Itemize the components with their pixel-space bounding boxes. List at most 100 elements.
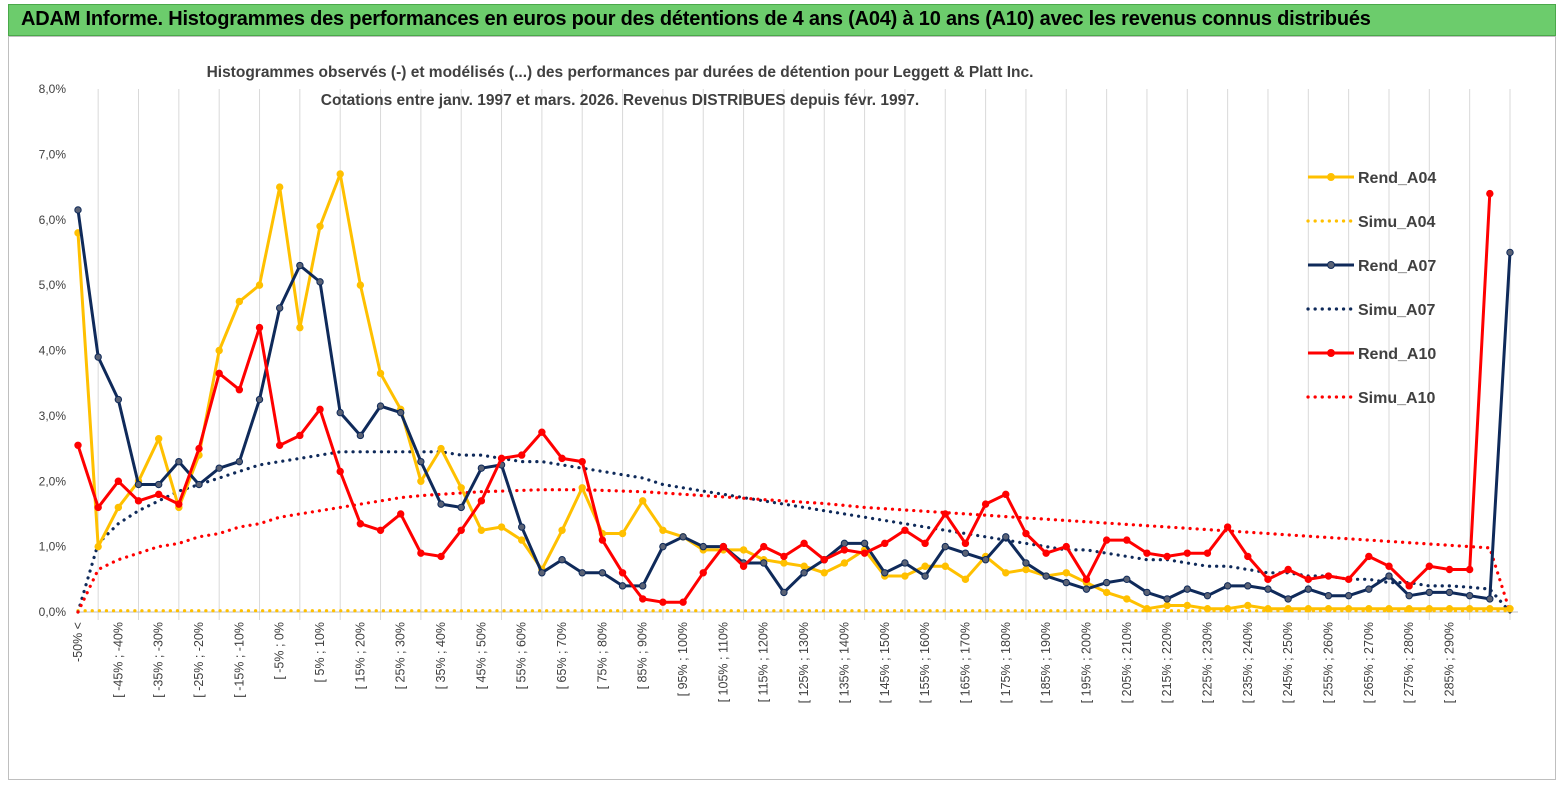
point-rend-a10 — [195, 444, 203, 453]
point-rend-a07 — [961, 549, 970, 557]
point-rend-a10 — [1244, 552, 1252, 561]
point-rend-a07 — [1405, 591, 1413, 600]
point-rend-a04 — [94, 542, 102, 551]
point-rend-a04 — [739, 546, 748, 554]
point-rend-a07 — [780, 588, 788, 597]
x-tick-label: [ 25% ; 30% — [394, 622, 408, 689]
point-rend-a07 — [74, 206, 82, 214]
point-rend-a07 — [981, 556, 990, 564]
point-rend-a04 — [639, 497, 647, 505]
point-rend-a07 — [1183, 585, 1191, 593]
point-rend-a04 — [800, 562, 808, 570]
point-rend-a07 — [1324, 591, 1333, 600]
point-rend-a07 — [578, 569, 586, 577]
legend-label: Rend_A10 — [1358, 346, 1436, 363]
point-rend-a04 — [1405, 605, 1413, 613]
x-tick-label: [ 115% ; 120% — [757, 622, 771, 702]
point-rend-a07 — [275, 304, 284, 312]
point-rend-a07 — [1082, 585, 1091, 593]
point-rend-a07 — [518, 523, 526, 531]
point-rend-a07 — [1365, 585, 1373, 593]
point-rend-a04 — [417, 477, 425, 485]
point-rend-a04 — [1143, 605, 1151, 613]
point-rend-a07 — [437, 500, 445, 508]
series-line-simu-a07 — [76, 450, 1512, 614]
x-tick-label: [ 125% ; 130% — [797, 622, 811, 703]
point-rend-a04 — [154, 435, 163, 443]
point-rend-a10 — [739, 562, 748, 570]
point-rend-a07 — [1284, 595, 1292, 603]
point-rend-a10 — [1163, 552, 1171, 561]
point-rend-a10 — [356, 520, 365, 528]
point-rend-a04 — [1123, 595, 1131, 603]
x-tick-label: [ 275% ; 280% — [1402, 622, 1416, 703]
point-rend-a07 — [1022, 559, 1030, 567]
point-rend-a10 — [497, 454, 506, 463]
point-rend-a10 — [558, 454, 566, 463]
point-rend-a10 — [921, 539, 929, 548]
legend-label: Simu_A04 — [1358, 214, 1435, 231]
point-rend-a10 — [518, 451, 526, 459]
point-rend-a10 — [860, 549, 869, 557]
point-rend-a04 — [618, 529, 627, 538]
point-rend-a10 — [1264, 575, 1272, 584]
x-tick-label: [ -45% ; -40% — [111, 622, 125, 698]
legend-label: Simu_A07 — [1358, 302, 1435, 319]
point-rend-a10 — [618, 569, 627, 577]
point-rend-a04 — [921, 562, 929, 570]
point-rend-a07 — [195, 480, 203, 489]
point-rend-a10 — [639, 595, 647, 603]
point-rend-a04 — [780, 559, 788, 567]
chart-title: Histogrammes observés (-) et modélisés (… — [206, 64, 1034, 81]
point-rend-a07 — [356, 431, 365, 440]
point-rend-a04 — [114, 503, 123, 512]
x-tick-label: [ 225% ; 230% — [1200, 622, 1214, 703]
point-rend-a04 — [477, 526, 486, 534]
point-rend-a04 — [1465, 605, 1474, 613]
point-rend-a04 — [659, 526, 667, 534]
point-rend-a04 — [457, 484, 465, 492]
x-tick-label: [ 205% ; 210% — [1120, 622, 1134, 703]
point-rend-a10 — [981, 500, 990, 508]
point-rend-a07 — [558, 556, 566, 564]
point-rend-a10 — [961, 539, 970, 548]
point-rend-a10 — [699, 569, 707, 577]
point-rend-a07 — [1102, 578, 1111, 587]
x-tick-label: [ 75% ; 80% — [595, 622, 609, 689]
point-rend-a07 — [941, 542, 949, 551]
point-rend-a10 — [881, 539, 889, 548]
x-tick-label: [ 155% ; 160% — [918, 622, 932, 703]
legend-label: Rend_A07 — [1358, 258, 1436, 275]
point-rend-a07 — [1344, 591, 1353, 600]
point-rend-a10 — [800, 539, 808, 548]
point-rend-a07 — [94, 353, 102, 361]
point-rend-a10 — [175, 500, 183, 508]
point-rend-a10 — [1344, 575, 1353, 584]
x-tick-label: [ 285% ; 290% — [1442, 622, 1456, 703]
point-rend-a07 — [1002, 533, 1010, 541]
point-rend-a04 — [1365, 605, 1373, 613]
point-rend-a10 — [760, 542, 768, 551]
point-rend-a04 — [1304, 605, 1313, 613]
legend-marker — [1327, 261, 1335, 269]
point-rend-a07 — [235, 457, 244, 466]
point-rend-a07 — [860, 539, 869, 548]
point-rend-a10 — [538, 428, 546, 436]
point-rend-a10 — [1284, 565, 1292, 574]
point-rend-a10 — [1002, 490, 1010, 499]
point-rend-a10 — [437, 552, 445, 561]
point-rend-a04 — [316, 222, 324, 230]
point-rend-a10 — [820, 556, 828, 564]
point-rend-a07 — [215, 464, 223, 472]
point-rend-a04 — [1203, 605, 1212, 613]
point-rend-a10 — [941, 510, 949, 518]
point-rend-a07 — [538, 569, 546, 577]
point-rend-a10 — [1324, 572, 1333, 580]
point-rend-a04 — [1385, 605, 1393, 613]
point-rend-a07 — [1223, 582, 1232, 590]
point-rend-a10 — [1405, 582, 1413, 590]
point-rend-a10 — [255, 323, 264, 332]
y-axis: 0,0% 1,0% 2,0% 3,0% 4,0% 5,0% 6,0% 7,0% 8,0% — [39, 82, 67, 619]
point-rend-a10 — [901, 526, 909, 534]
